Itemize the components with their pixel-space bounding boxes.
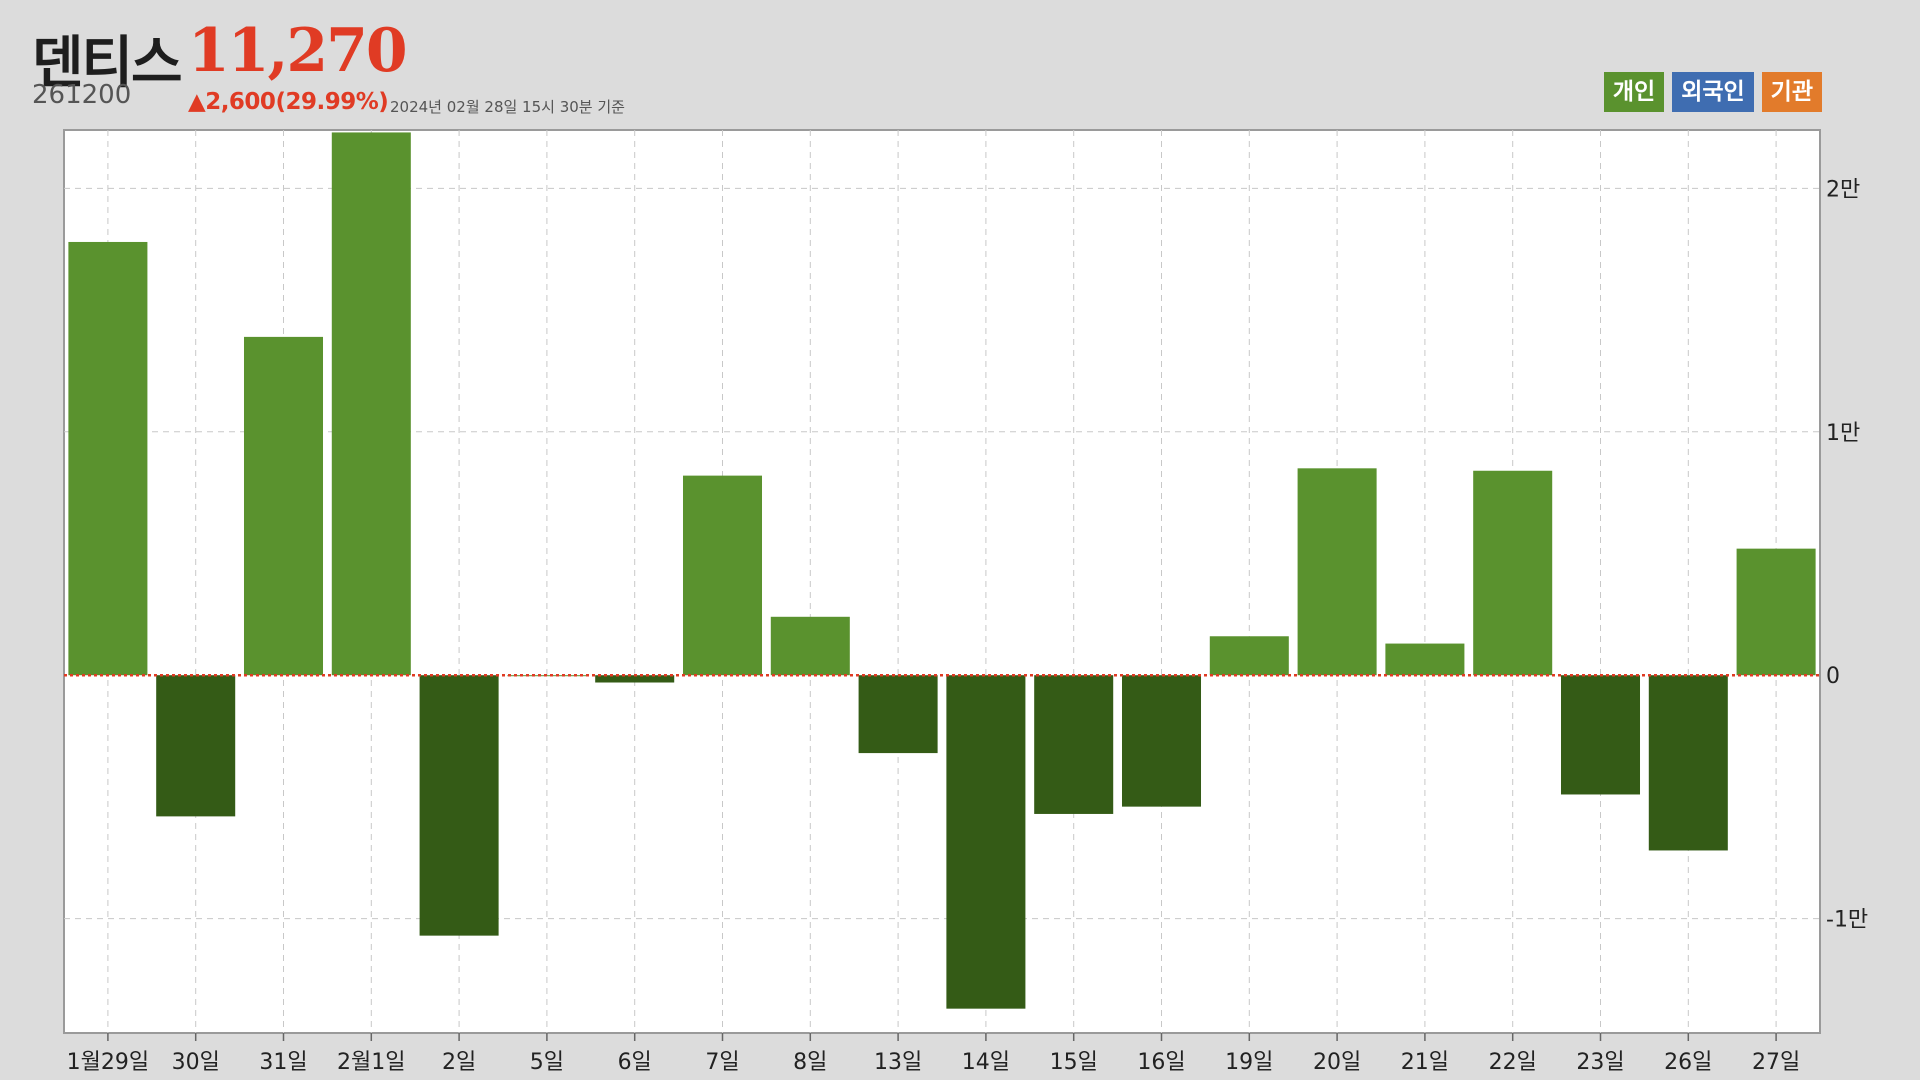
x-tick-label: 31일 bbox=[259, 1050, 307, 1075]
bar-10[interactable] bbox=[858, 675, 938, 754]
bar-20[interactable] bbox=[1736, 548, 1816, 676]
x-tick-label: 2월1일 bbox=[337, 1050, 405, 1075]
legend-item-institution[interactable]: 기관 bbox=[1761, 72, 1822, 112]
x-tick-label: 15일 bbox=[1050, 1050, 1098, 1075]
legend-item-foreign[interactable]: 외국인 bbox=[1672, 72, 1754, 112]
stock-price: 11,270 bbox=[188, 16, 408, 86]
bars bbox=[68, 132, 1816, 1009]
x-tick-label: 19일 bbox=[1225, 1050, 1273, 1075]
x-tick-label: 22일 bbox=[1489, 1050, 1537, 1075]
x-tick-label: 5일 bbox=[530, 1050, 564, 1075]
bar-11[interactable] bbox=[946, 675, 1026, 1009]
bar-7[interactable] bbox=[595, 675, 675, 683]
x-tick-label: 30일 bbox=[172, 1050, 220, 1075]
plot-area bbox=[63, 129, 1821, 1034]
bar-15[interactable] bbox=[1297, 468, 1377, 676]
x-tick-label: 16일 bbox=[1137, 1050, 1185, 1075]
y-tick-label: 2만 bbox=[1826, 177, 1860, 202]
legend-item-individual[interactable]: 개인 bbox=[1603, 72, 1665, 112]
x-tick-label: 23일 bbox=[1576, 1050, 1624, 1075]
bar-18[interactable] bbox=[1560, 675, 1641, 795]
y-tick-label: 0 bbox=[1826, 664, 1840, 689]
bar-9[interactable] bbox=[770, 616, 850, 676]
x-tick-label: 6일 bbox=[618, 1050, 652, 1075]
bar-16[interactable] bbox=[1385, 643, 1465, 676]
bar-8[interactable] bbox=[682, 475, 763, 676]
x-tick-label: 7일 bbox=[705, 1050, 739, 1075]
x-tick-label: 2일 bbox=[442, 1050, 476, 1075]
x-tick-label: 1월29일 bbox=[67, 1050, 149, 1075]
bar-4[interactable] bbox=[331, 132, 411, 676]
x-axis: 1월29일 30일 31일 2월1일 2일 5일 6일 7일 8일 13일 14일 15일 16일 19일… bbox=[67, 1033, 1800, 1075]
bar-5[interactable] bbox=[419, 675, 499, 936]
x-tick-label: 21일 bbox=[1401, 1050, 1449, 1075]
bar-12[interactable] bbox=[1034, 675, 1114, 814]
as-of-timestamp: 2024년 02월 28일 15시 30분 기준 bbox=[390, 98, 625, 116]
bar-19[interactable] bbox=[1648, 675, 1728, 851]
x-tick-label: 13일 bbox=[874, 1050, 922, 1075]
bar-1[interactable] bbox=[68, 241, 148, 676]
bar-2[interactable] bbox=[156, 675, 236, 817]
bar-17[interactable] bbox=[1473, 470, 1553, 676]
legend: 개인 외국인 기관 bbox=[1603, 72, 1822, 112]
bar-13[interactable] bbox=[1121, 675, 1202, 807]
stock-code: 261200 bbox=[32, 80, 132, 110]
y-tick-label: 1만 bbox=[1826, 421, 1860, 446]
bar-3[interactable] bbox=[243, 336, 324, 676]
price-change: ▲2,600(29.99%) bbox=[188, 89, 389, 115]
stock-name: 덴티스 bbox=[32, 31, 183, 96]
y-tick-label: -1만 bbox=[1826, 908, 1868, 933]
x-tick-label: 26일 bbox=[1664, 1050, 1712, 1075]
x-tick-label: 20일 bbox=[1313, 1050, 1361, 1075]
y-axis: 2만 1만 0 -1만 bbox=[1826, 177, 1868, 932]
x-tick-label: 27일 bbox=[1752, 1050, 1800, 1075]
x-tick-label: 8일 bbox=[793, 1050, 827, 1075]
x-tick-label: 14일 bbox=[962, 1050, 1010, 1075]
bar-14[interactable] bbox=[1209, 636, 1289, 676]
